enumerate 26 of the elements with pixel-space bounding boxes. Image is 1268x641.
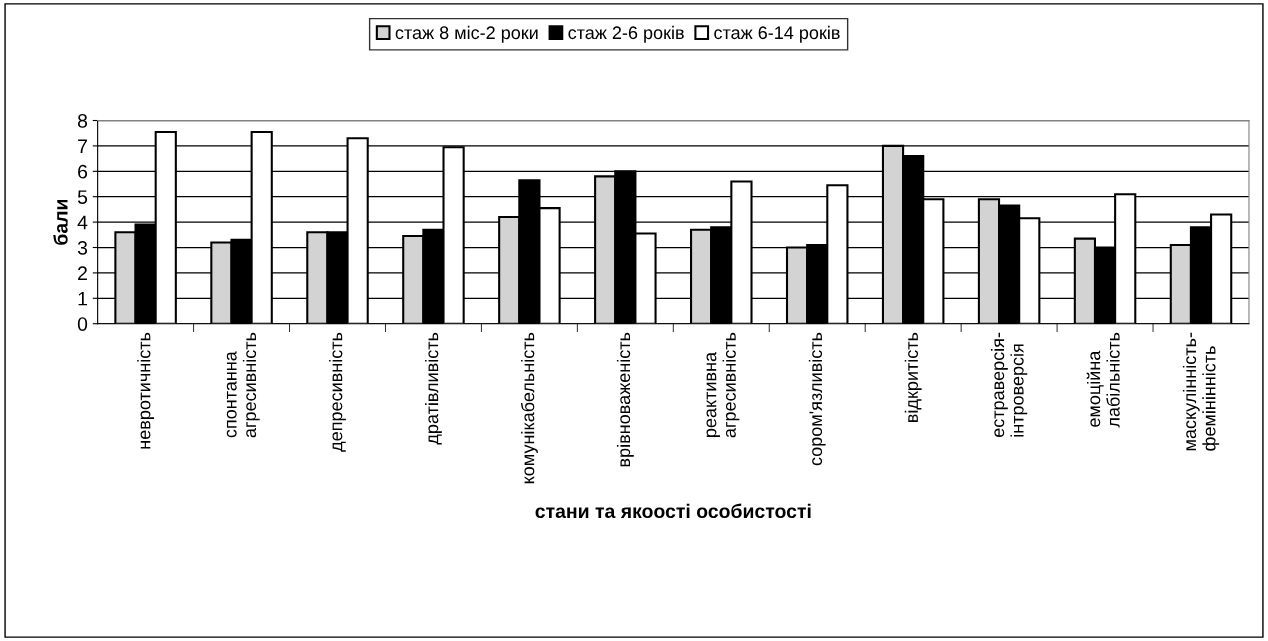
legend-label: стаж 6-14 років (714, 25, 840, 43)
y-tick-label: 3 (77, 240, 88, 255)
x-tick-label: відкритість (904, 332, 922, 422)
x-tick-label: врівноваженість (616, 332, 634, 467)
x-tick-label: спонтанна агресивність (226, 332, 260, 438)
x-tick-label: дратівливість (425, 332, 442, 445)
legend-label: стаж 8 міс-2 роки (395, 25, 538, 43)
x-tick-label: емоційна лабільність (1086, 332, 1120, 428)
y-tick-label: 6 (78, 164, 88, 179)
y-tick-label: 8 (77, 113, 88, 128)
x-tick-label: реактивна агресивність (706, 332, 740, 438)
x-tick-label: сором'язливість (808, 332, 826, 466)
x-tick-label: маскулінність- фемінінність (1182, 332, 1220, 451)
y-tick-label: 2 (78, 266, 87, 280)
x-tick-label: естраверсія- інтроверсія (990, 332, 1028, 437)
x-axis-title: стани та якоості особистості (535, 503, 811, 519)
legend-label: стаж 2-6 років (568, 25, 684, 43)
y-tick-label: 7 (78, 139, 87, 153)
y-tick-label: 1 (78, 291, 87, 306)
x-tick-label: депресивність (329, 332, 346, 452)
y-tick-label: 5 (77, 190, 88, 204)
y-tick-label: 4 (77, 215, 88, 230)
x-tick-label: невротичність (137, 332, 155, 449)
y-axis-title: бали (53, 199, 68, 245)
y-tick-label: 0 (77, 317, 88, 331)
x-tick-label: комунікабельність (520, 332, 538, 484)
